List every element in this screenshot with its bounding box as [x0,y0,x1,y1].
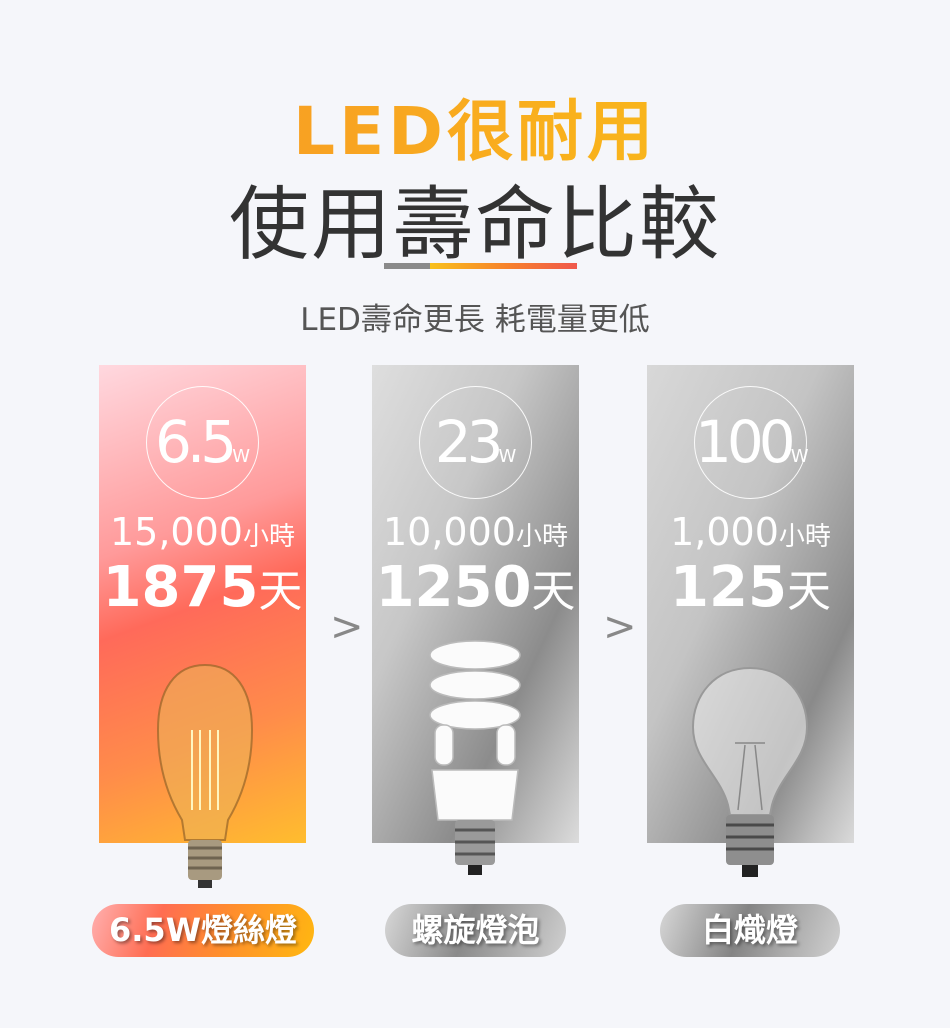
product-label-led: 6.5W燈絲燈 [92,904,314,957]
spiral-bulb-icon [429,640,521,875]
wattage-badge: 6.5W [146,386,259,499]
product-card-led: 6.5W 15,000小時 1875天 [99,365,306,843]
lifetime-hours: 1,000小時 [670,510,831,554]
lifetime-hours: 15,000小時 [110,510,295,554]
title-accent: LED很耐用 [0,78,950,174]
wattage-badge: 100W [694,386,809,499]
lifetime-days: 1875天 [102,555,303,620]
product-label-incandescent: 白熾燈 [660,904,840,957]
wattage-value: 100 [695,408,796,476]
wattage-unit: W [232,446,251,467]
wattage-badge: 23W [419,386,532,499]
wattage-value: 23 [434,408,504,476]
lifetime-days: 1250天 [375,555,576,620]
greater-than-icon: > [330,604,364,650]
subtitle: LED壽命更長 耗電量更低 [300,302,650,338]
filament-bulb-icon [156,663,254,888]
product-label-spiral: 螺旋燈泡 [385,904,566,957]
incandescent-bulb-icon [691,666,809,877]
greater-than-icon: > [603,604,637,650]
wattage-unit: W [790,446,809,467]
lifetime-hours: 10,000小時 [383,510,568,554]
wattage-value: 6.5 [154,408,237,476]
lifetime-days: 125天 [670,555,831,620]
divider [384,263,577,269]
wattage-unit: W [498,446,517,467]
page-title: 使用壽命比較 [229,178,721,271]
product-card-spiral: 23W 10,000小時 1250天 [372,365,579,843]
